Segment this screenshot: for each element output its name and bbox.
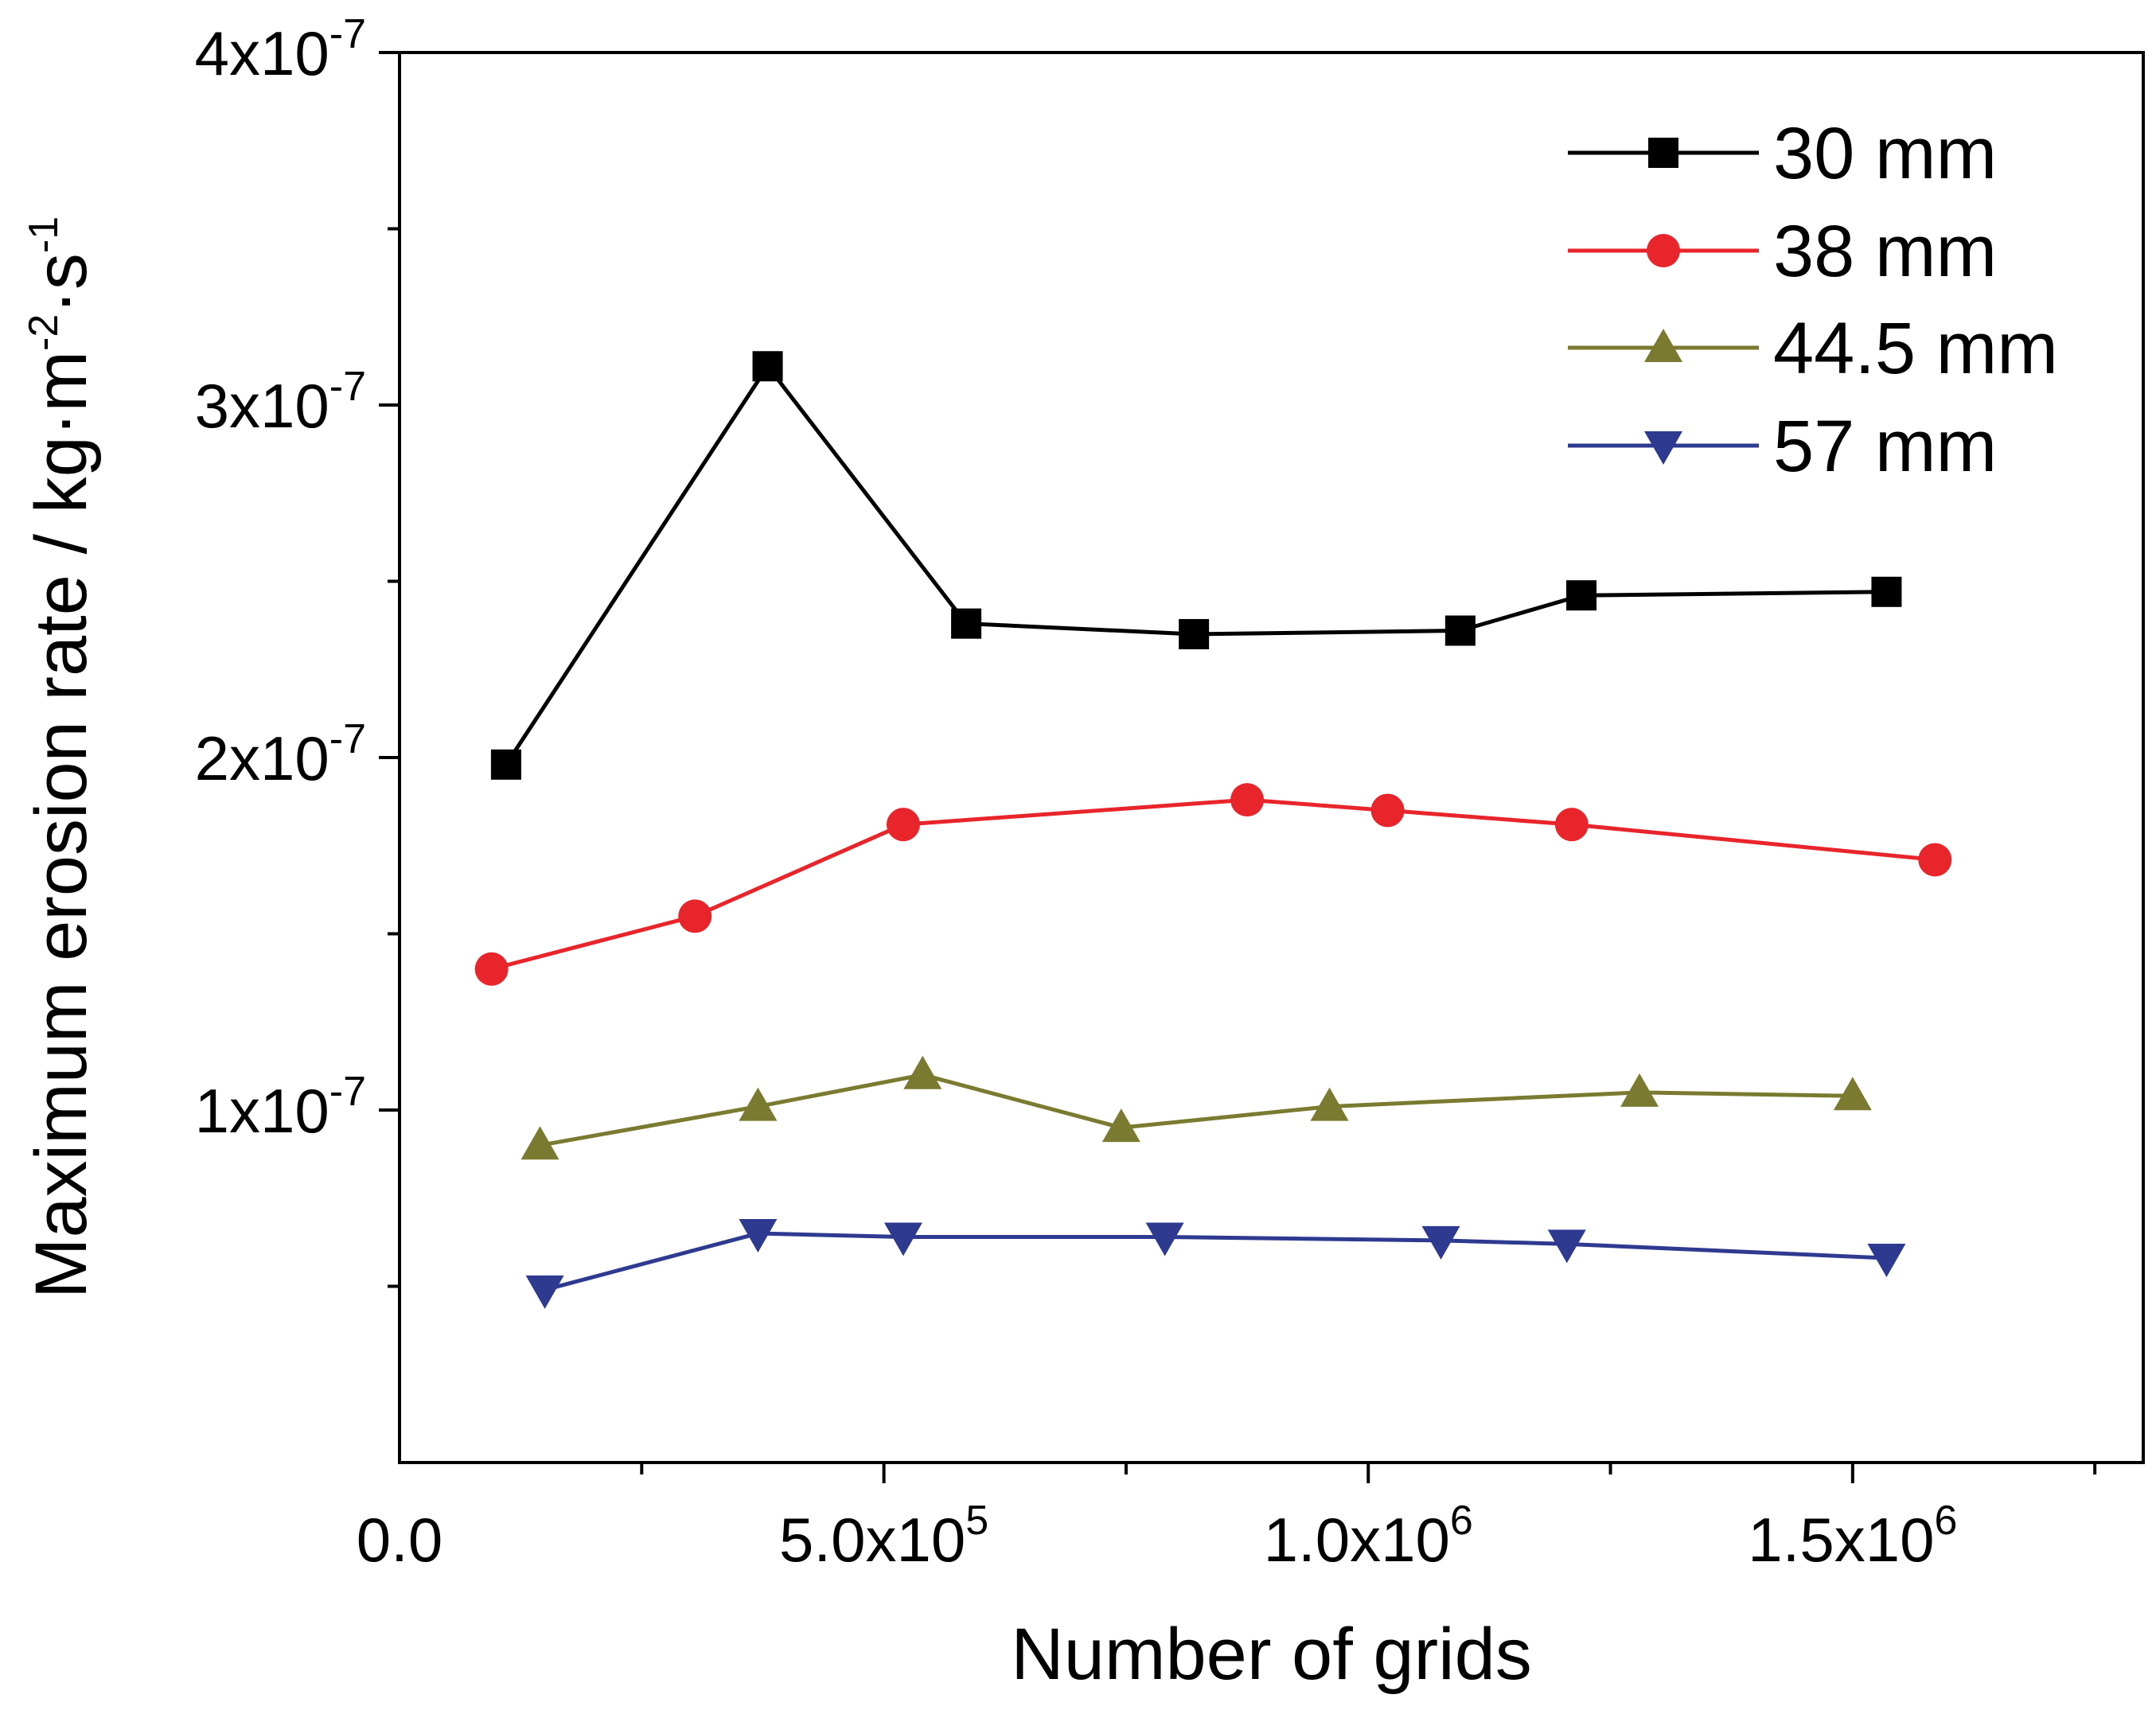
y-tick-label-exponent: -7 <box>329 1069 366 1115</box>
data-point <box>1871 576 1902 607</box>
data-point <box>1421 1225 1460 1260</box>
x-tick-label-mantissa: 1.5x10 <box>1748 1505 1934 1575</box>
x-tick-label: 5.0x105 <box>779 1498 988 1575</box>
data-point <box>474 952 509 986</box>
legend-marker <box>1644 431 1682 465</box>
legend-item: 44.5 mm <box>1568 308 2058 389</box>
y-tick-label-exponent: -7 <box>329 364 366 410</box>
series-38-mm <box>474 783 1952 986</box>
data-point <box>1867 1244 1906 1278</box>
y-tick-label-mantissa: 3x10 <box>195 371 329 441</box>
x-tick-label: 1.5x106 <box>1748 1498 1957 1575</box>
x-tick-label: 1.0x106 <box>1264 1498 1473 1575</box>
data-point <box>739 1219 778 1253</box>
legend-marker <box>1648 138 1678 168</box>
data-point <box>1370 793 1405 828</box>
series-line <box>491 797 1936 972</box>
series-44-5-mm <box>520 1055 1872 1160</box>
data-point <box>1230 783 1265 817</box>
y-tick-label: 4x10-7 <box>195 11 366 88</box>
data-point <box>525 1275 564 1309</box>
x-tick-label-exponent: 6 <box>1450 1498 1473 1544</box>
data-point <box>903 1055 942 1089</box>
data-point <box>752 351 783 382</box>
data-point <box>520 1126 559 1160</box>
data-point <box>490 749 521 780</box>
data-point <box>739 1087 778 1121</box>
y-tick-label-mantissa: 2x10 <box>195 723 329 793</box>
y-axis-title-exp2: -1 <box>21 216 67 253</box>
data-point <box>1101 1108 1140 1143</box>
series-30-mm <box>490 351 1902 780</box>
data-point <box>1554 808 1589 842</box>
legend-label: 57 mm <box>1773 406 1997 487</box>
series-line <box>540 1073 1853 1147</box>
data-point <box>678 899 712 933</box>
y-tick-label-mantissa: 1x10 <box>195 1076 329 1146</box>
legend-item: 38 mm <box>1568 211 1997 292</box>
legend-label: 44.5 mm <box>1773 308 2058 389</box>
legend-marker <box>1644 329 1682 362</box>
legend-item: 57 mm <box>1568 406 1997 487</box>
x-tick-label-mantissa: 0.0 <box>357 1505 443 1575</box>
y-tick-label-exponent: -7 <box>329 716 366 762</box>
y-tick-label: 3x10-7 <box>195 364 366 441</box>
data-point <box>886 808 920 842</box>
data-point <box>1620 1073 1659 1107</box>
series-line <box>544 1231 1887 1292</box>
data-point <box>1566 580 1597 611</box>
x-tick-label-mantissa: 5.0x10 <box>779 1505 965 1575</box>
y-tick-label-mantissa: 4x10 <box>195 18 329 88</box>
x-tick-label-exponent: 6 <box>1934 1498 1957 1544</box>
series-57-mm <box>525 1219 1906 1309</box>
x-tick-label: 0.0 <box>357 1505 443 1575</box>
data-point <box>1547 1229 1586 1264</box>
data-point <box>1310 1087 1349 1121</box>
y-axis-title-exp1: -2 <box>21 314 67 351</box>
y-axis-title-mid: ·s <box>21 253 102 314</box>
data-point <box>1145 1222 1184 1256</box>
y-tick-label: 2x10-7 <box>195 716 366 793</box>
legend-label: 30 mm <box>1773 113 1997 194</box>
data-point <box>1444 615 1476 646</box>
y-tick-label-exponent: -7 <box>329 11 366 57</box>
legend-item: 30 mm <box>1568 113 1997 194</box>
y-tick-label: 1x10-7 <box>195 1069 366 1146</box>
series-group <box>474 351 1952 1309</box>
legend-label: 38 mm <box>1773 211 1997 292</box>
x-tick-label-exponent: 5 <box>965 1498 988 1544</box>
x-tick-label-mantissa: 1.0x10 <box>1264 1505 1450 1575</box>
legend-marker <box>1647 234 1680 267</box>
y-axis-title: Maximum erosion rate / kg·m-2·s-1 <box>21 216 102 1299</box>
data-point <box>1833 1077 1872 1111</box>
data-point <box>951 608 982 639</box>
x-axis-title: Number of grids <box>1011 1614 1531 1695</box>
data-point <box>1918 843 1952 877</box>
axes-group: 0.0 5.0x105 1.0x106 1.5x1061x10-72x10-73x10… <box>195 11 2145 1575</box>
y-axis-title-base: Maximum erosion rate / kg·m <box>21 351 102 1299</box>
legend: 30 mm 38 mm 44.5 mm 57 mm <box>1568 113 2058 487</box>
data-point <box>883 1222 922 1256</box>
series-line <box>504 364 1887 766</box>
data-point <box>1179 618 1210 649</box>
